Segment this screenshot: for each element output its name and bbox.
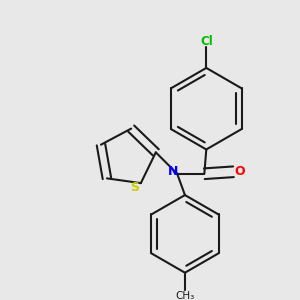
Text: O: O <box>234 165 244 178</box>
Text: S: S <box>130 181 140 194</box>
Text: N: N <box>168 165 178 178</box>
Text: CH₃: CH₃ <box>175 291 195 300</box>
Text: Cl: Cl <box>200 35 213 48</box>
